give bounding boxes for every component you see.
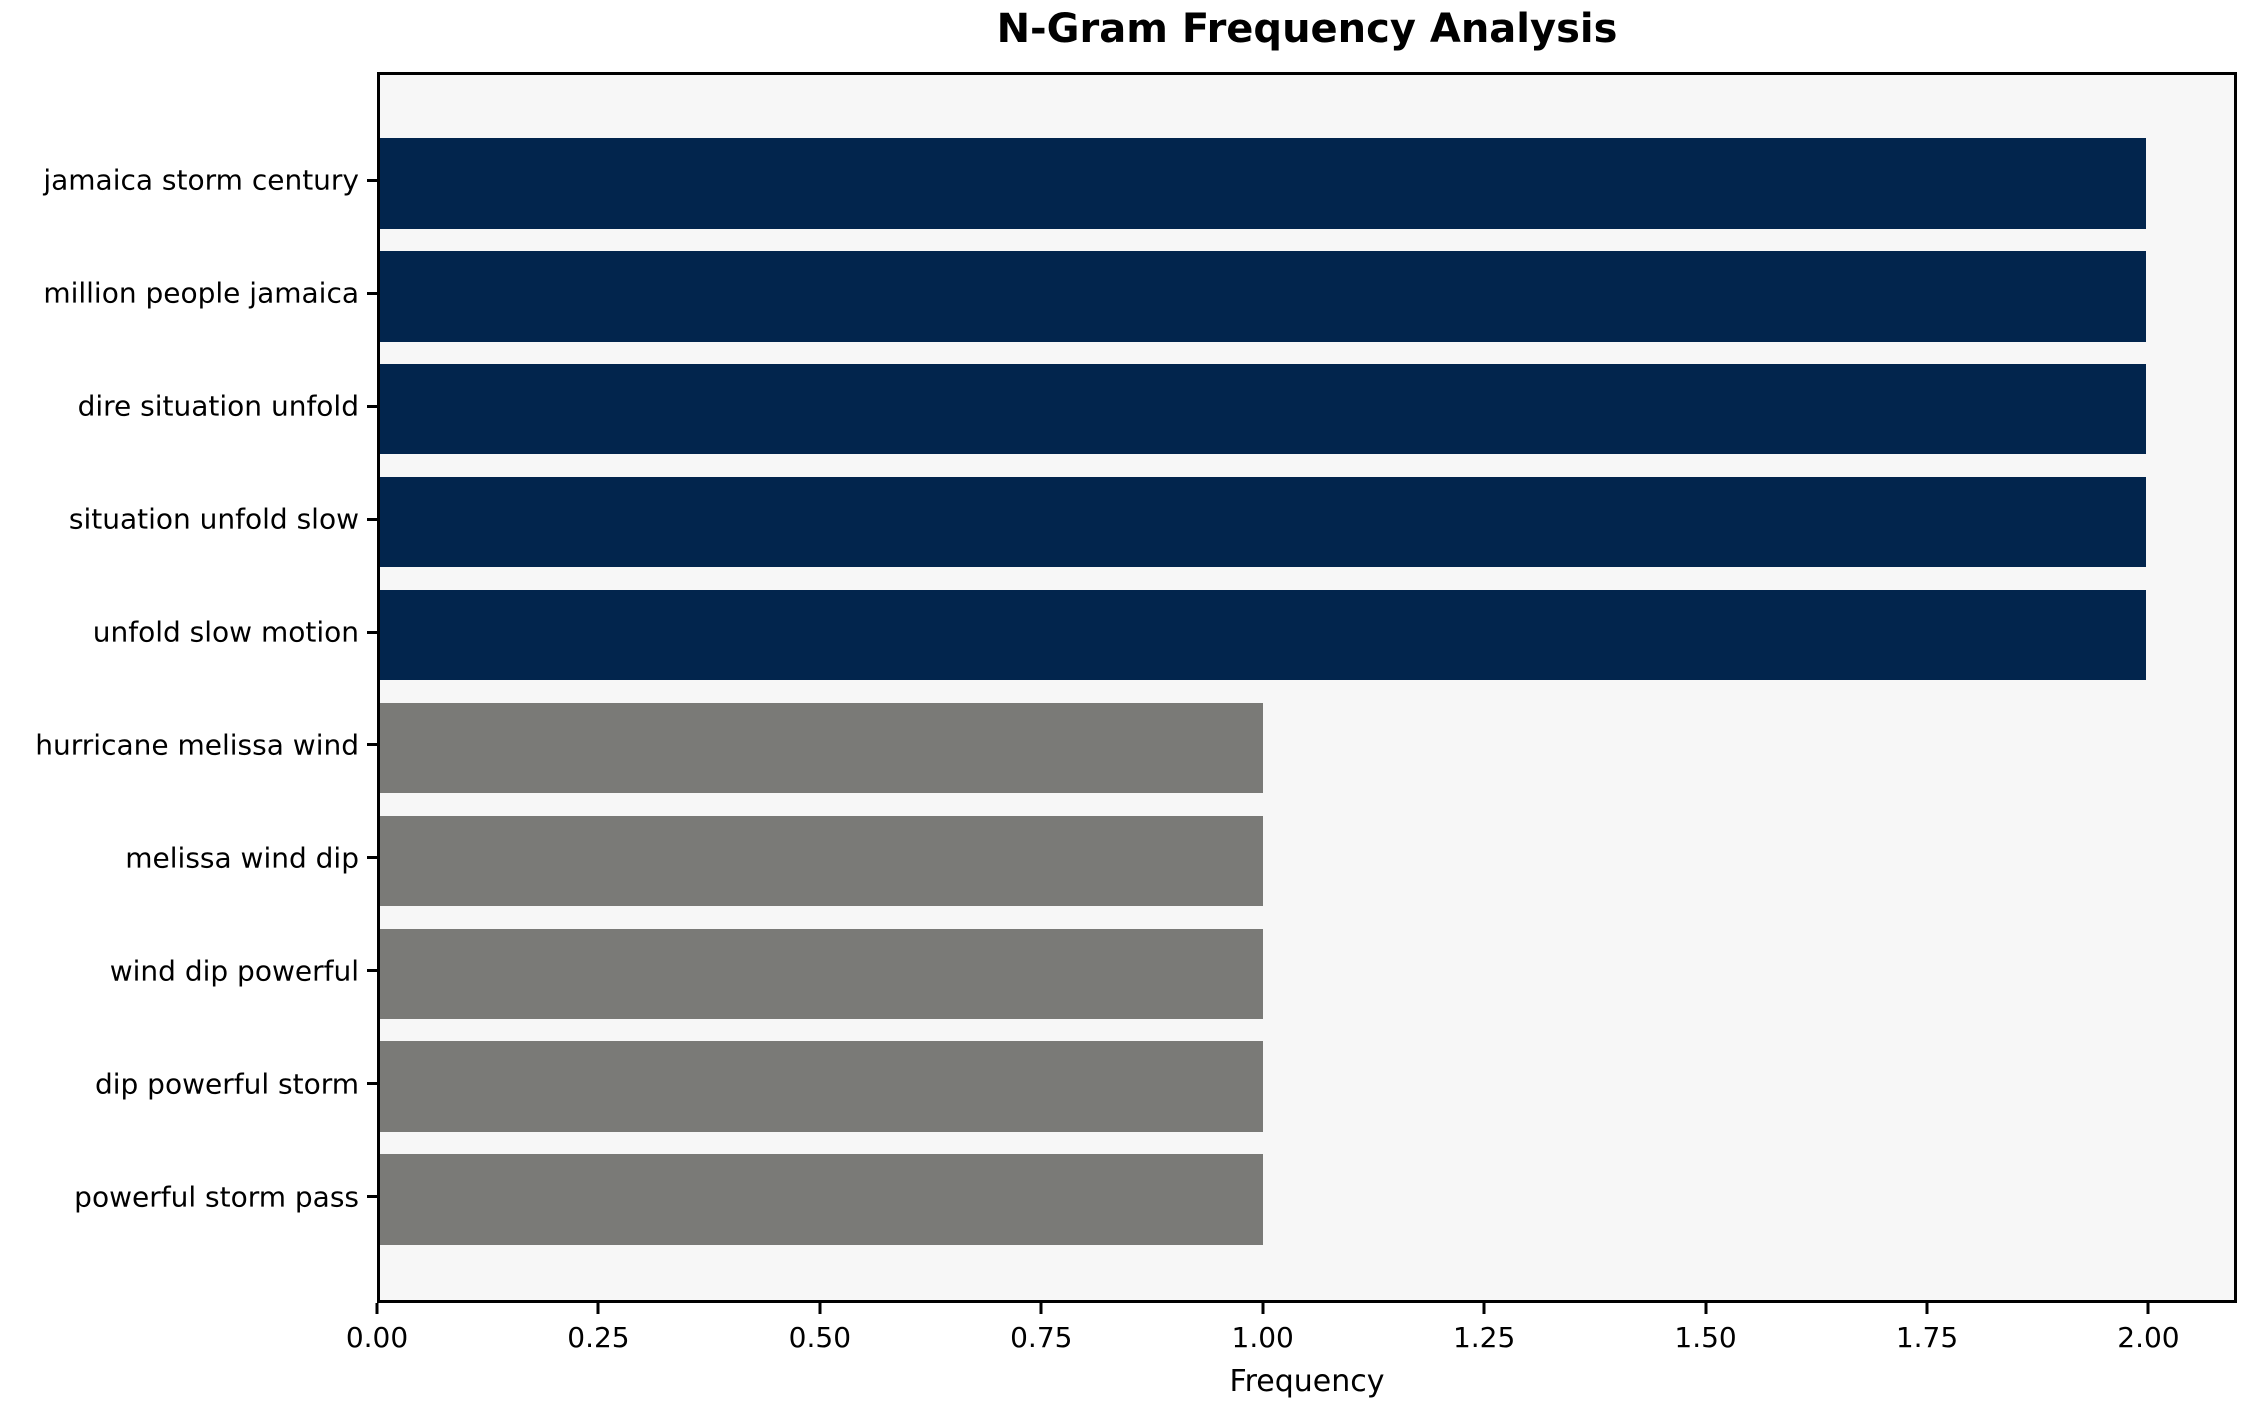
bar — [380, 1154, 1263, 1245]
x-axis-label: Frequency — [1229, 1364, 1385, 1399]
chart-title: N-Gram Frequency Analysis — [996, 6, 1618, 52]
y-tick-mark — [367, 969, 377, 973]
y-tick-label: hurricane melissa wind — [35, 728, 359, 762]
y-tick-label: million people jamaica — [43, 276, 359, 310]
x-tick-label: 1.75 — [1895, 1321, 1959, 1354]
y-tick-mark — [367, 517, 377, 521]
x-tick-mark — [1704, 1303, 1708, 1314]
y-tick-label: dire situation unfold — [77, 389, 359, 423]
x-tick-mark — [1039, 1303, 1043, 1314]
x-tick-mark — [1925, 1303, 1929, 1314]
x-tick-label: 1.00 — [1231, 1321, 1294, 1354]
x-tick-mark — [1261, 1303, 1265, 1314]
y-tick-mark — [367, 743, 377, 747]
bar — [380, 815, 1263, 906]
y-tick-mark — [367, 856, 377, 860]
x-tick-label: 0.00 — [345, 1321, 409, 1354]
x-tick-label: 2.00 — [2117, 1321, 2180, 1354]
x-tick-mark — [375, 1303, 379, 1314]
x-tick-label: 0.50 — [788, 1321, 852, 1354]
y-tick-label: situation unfold slow — [68, 502, 359, 536]
bar — [380, 589, 2146, 681]
y-tick-mark — [367, 1195, 377, 1199]
y-tick-label: wind dip powerful — [109, 954, 359, 988]
x-tick-label: 0.75 — [1010, 1321, 1073, 1354]
x-tick-mark — [596, 1303, 600, 1314]
x-tick-label: 1.25 — [1452, 1321, 1516, 1354]
y-tick-mark — [367, 291, 377, 295]
bar — [380, 138, 2146, 229]
y-tick-mark — [367, 404, 377, 408]
y-tick-label: unfold slow motion — [92, 615, 359, 649]
y-tick-label: powerful storm pass — [74, 1180, 359, 1214]
bar — [380, 251, 2146, 342]
x-tick-mark — [818, 1303, 822, 1314]
bar — [380, 702, 1263, 794]
y-tick-mark — [367, 630, 377, 634]
x-tick-label: 0.25 — [567, 1321, 630, 1354]
y-tick-mark — [367, 178, 377, 182]
y-tick-label: melissa wind dip — [125, 841, 359, 875]
bar — [380, 476, 2146, 568]
plot-area — [377, 72, 2237, 1303]
x-tick-mark — [1482, 1303, 1486, 1314]
y-tick-label: dip powerful storm — [94, 1067, 359, 1101]
x-tick-label: 1.50 — [1674, 1321, 1737, 1354]
bar — [380, 364, 2146, 455]
y-tick-mark — [367, 1082, 377, 1086]
bar — [380, 1041, 1263, 1132]
x-tick-mark — [2146, 1303, 2150, 1314]
bar — [380, 928, 1263, 1019]
y-tick-label: jamaica storm century — [43, 163, 359, 197]
